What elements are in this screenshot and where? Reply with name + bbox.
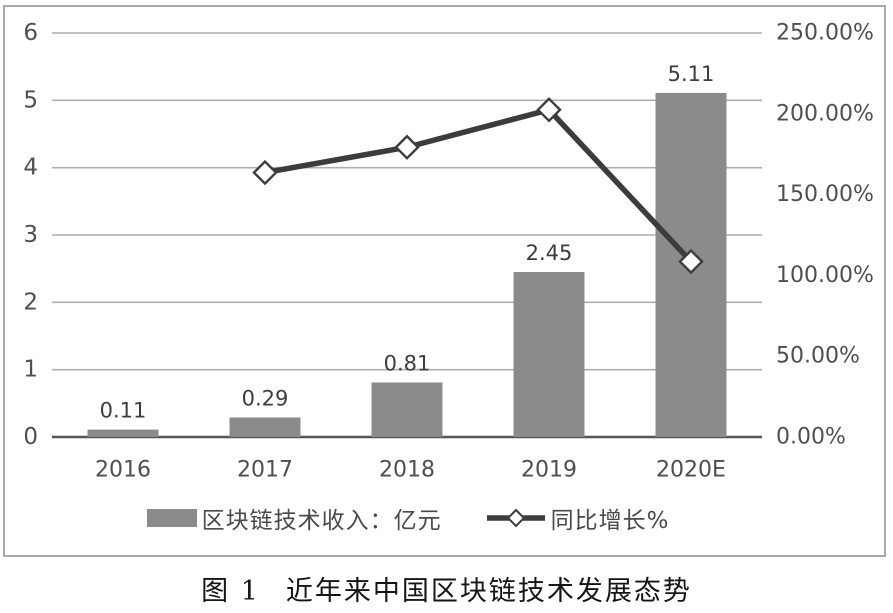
left-axis-tick-label: 5: [23, 87, 38, 113]
legend-label-growth: 同比增长%: [550, 508, 670, 534]
legend: 区块链技术收入：亿元 同比增长%: [52, 501, 764, 535]
diamond-marker: [678, 248, 704, 275]
left-axis-tick-label: 6: [23, 20, 38, 46]
bar-swatch-icon: [146, 509, 197, 527]
bar-value-label-2019: 2.45: [526, 241, 573, 265]
bar-value-label-2020E: 5.11: [668, 62, 715, 86]
bar-2019: [513, 272, 585, 437]
figure-number: 图 1: [201, 576, 260, 607]
bar-value-label-2017: 0.29: [242, 386, 289, 410]
diamond-marker: [536, 97, 562, 123]
legend-item-revenue-bars: 区块链技术收入：亿元: [146, 501, 442, 535]
figure-title: 近年来中国区块链技术发展态势: [285, 576, 692, 607]
x-axis-label-2017: 2017: [237, 458, 293, 483]
line-diamond-symbol-icon: [486, 508, 545, 528]
growth-line: [264, 106, 694, 264]
x-axis-label-2018: 2018: [379, 458, 435, 483]
left-axis-tick-label: 0: [23, 424, 38, 450]
chart-canvas: 0 1 2 3 4 5 6 0.00% 50.00% 100.00% 150.00% 200.00% 2…: [23, 20, 874, 483]
legend-label-revenue: 区块链技术收入：亿元: [201, 508, 442, 534]
right-axis-tick-label: 250.00%: [776, 21, 874, 46]
right-axis-tick-label: 100.00%: [776, 263, 874, 288]
x-axis-label-2020E: 2020E: [656, 458, 726, 483]
bar-2018: [371, 382, 443, 437]
right-axis-tick-label: 150.00%: [776, 182, 874, 207]
left-axis-tick-label: 4: [23, 155, 38, 181]
left-axis-tick-label: 1: [23, 357, 38, 383]
right-axis-tick-label: 0.00%: [776, 425, 846, 450]
legend-item-growth-line: 同比增长%: [486, 501, 670, 535]
right-axis-tick-label: 200.00%: [776, 101, 874, 126]
bar-2016: [87, 429, 159, 437]
left-axis-tick-label: 3: [23, 222, 38, 248]
figure-caption: 图 1 近年来中国区块链技术发展态势: [0, 569, 893, 608]
x-axis-label-2019: 2019: [521, 458, 577, 483]
left-axis-tick-label: 2: [23, 289, 38, 315]
bar-2017: [229, 417, 301, 437]
x-axis-label-2016: 2016: [95, 458, 151, 483]
bar-value-label-2016: 0.11: [100, 399, 147, 423]
diamond-marker: [394, 134, 420, 160]
bar-value-label-2018: 0.81: [384, 351, 431, 375]
diamond-marker: [252, 159, 278, 186]
chart-frame: [3, 5, 886, 557]
right-axis-tick-label: 50.00%: [776, 344, 860, 369]
